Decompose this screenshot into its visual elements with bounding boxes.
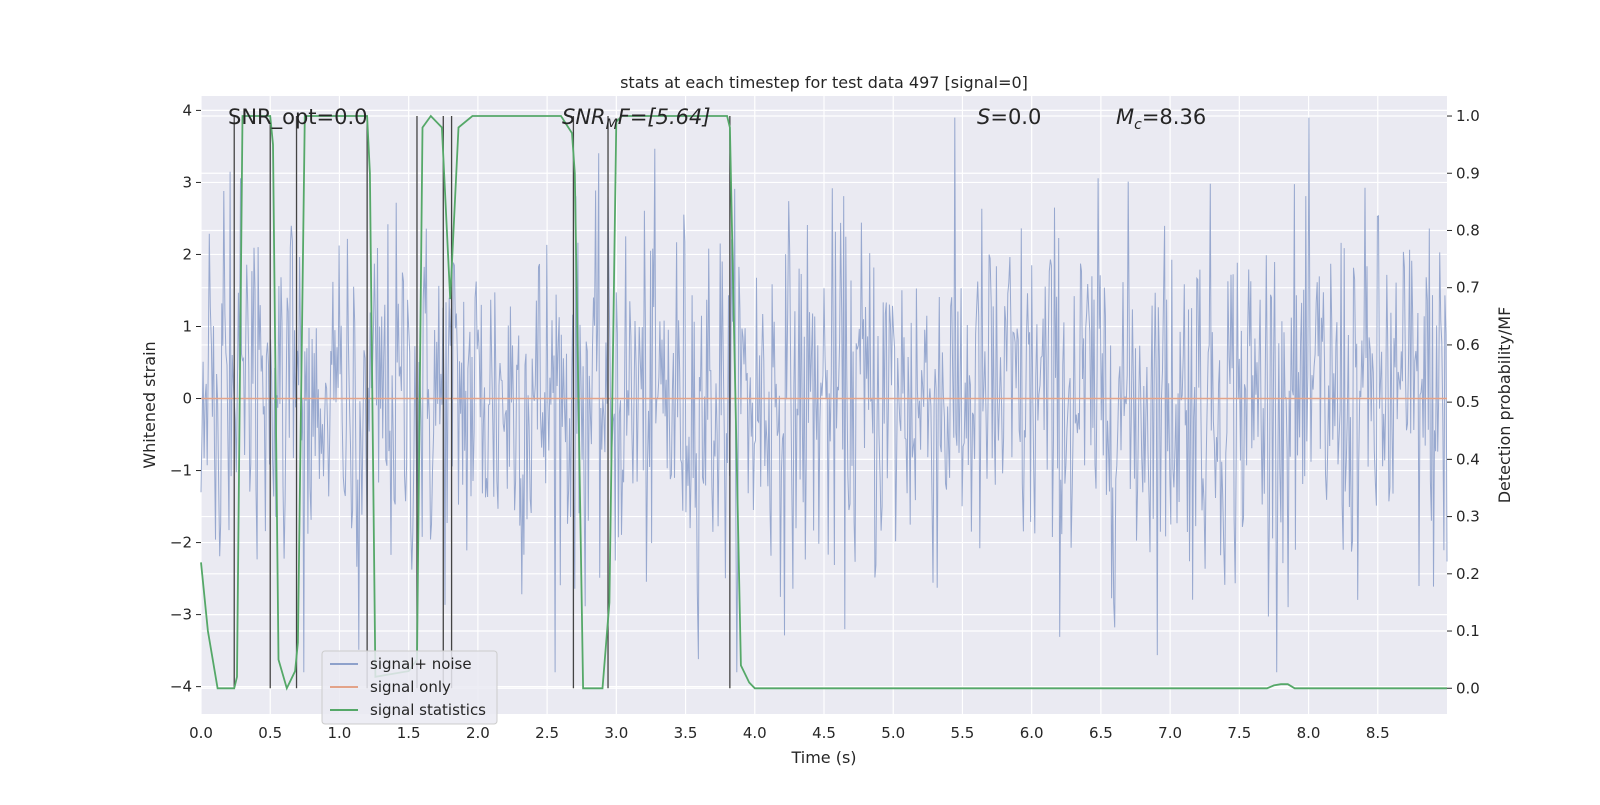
x-tick-label: 2.0 (466, 724, 490, 742)
x-tick-label: 7.0 (1158, 724, 1182, 742)
y-right-tick-label: 0.5 (1456, 393, 1480, 411)
x-tick-label: 3.5 (674, 724, 698, 742)
series-signal-statistics (200, 114, 1447, 691)
x-tick-label: 8.0 (1297, 724, 1321, 742)
y-left-tick-label: 3 (182, 173, 192, 191)
vertical-markers (233, 116, 731, 689)
y-right-tick-label: 0.0 (1456, 679, 1480, 697)
y-left-tick-label: 0 (182, 390, 192, 408)
y-right-tick-label: 1.0 (1456, 107, 1480, 125)
x-tick-label: 2.5 (535, 724, 559, 742)
line-signal-statistics (200, 114, 1447, 691)
series-signal-plus-noise (200, 117, 1448, 673)
x-tick-label: 1.5 (397, 724, 421, 742)
y-axis-label-right: Detection probability/MF (1495, 307, 1514, 504)
x-tick-label: 6.5 (1089, 724, 1113, 742)
y-right-tick-label: 0.7 (1456, 279, 1480, 297)
annotation-snr-opt: SNR_opt=0.0 (228, 105, 368, 130)
y-right-tick-label: 0.4 (1456, 450, 1480, 468)
y-right-tick-label: 0.8 (1456, 221, 1480, 239)
grid-lines (200, 96, 1447, 714)
x-tick-label: 4.5 (812, 724, 836, 742)
y-axis-label-left: Whitened strain (140, 341, 159, 468)
y-left-tick-label: −2 (170, 534, 192, 552)
y-left-tick-label: −4 (170, 678, 192, 696)
y-right-tick-label: 0.3 (1456, 508, 1480, 526)
y-left-tick-label: 1 (182, 317, 192, 335)
annotation-snr-mf: SNRMF=[5.64] (562, 105, 711, 133)
legend-label-signal-statistics: signal statistics (370, 701, 486, 719)
x-tick-label: 1.0 (328, 724, 352, 742)
chart-title: stats at each timestep for test data 497… (620, 73, 1028, 92)
legend: signal+ noise signal only signal statist… (321, 650, 498, 725)
legend-label-signal-plus-noise: signal+ noise (370, 655, 472, 673)
y-right-tick-label: 0.1 (1456, 622, 1480, 640)
annotation-s: S=0.0 (977, 105, 1041, 129)
y-left-tick-label: −3 (170, 606, 192, 624)
x-tick-label: 7.5 (1227, 724, 1251, 742)
x-tick-label: 5.5 (951, 724, 975, 742)
line-signal-plus-noise (200, 117, 1448, 673)
x-tick-label: 4.0 (743, 724, 767, 742)
y-right-tick-label: 0.2 (1456, 565, 1480, 583)
x-tick-label: 5.0 (881, 724, 905, 742)
tick-labels: 0.0 0.5 1.0 1.5 2.0 2.5 3.0 3.5 4.0 4.5 5.0 5.5 6.0 6… (170, 101, 1480, 742)
legend-label-signal-only: signal only (370, 678, 451, 696)
y-right-tick-label: 0.9 (1456, 164, 1480, 182)
annotation-mc: Mc=8.36 (1116, 105, 1206, 133)
y-left-tick-label: −1 (170, 462, 192, 480)
x-tick-label: 6.0 (1020, 724, 1044, 742)
x-axis-label: Time (s) (790, 748, 856, 767)
x-tick-label: 3.0 (604, 724, 628, 742)
y-left-tick-label: 2 (182, 245, 192, 263)
legend-box (321, 650, 498, 725)
x-tick-label: 0.5 (258, 724, 282, 742)
x-tick-label: 0.0 (189, 724, 213, 742)
x-tick-label: 8.5 (1366, 724, 1390, 742)
y-left-tick-label: 4 (182, 101, 192, 119)
y-right-tick-label: 0.6 (1456, 336, 1480, 354)
